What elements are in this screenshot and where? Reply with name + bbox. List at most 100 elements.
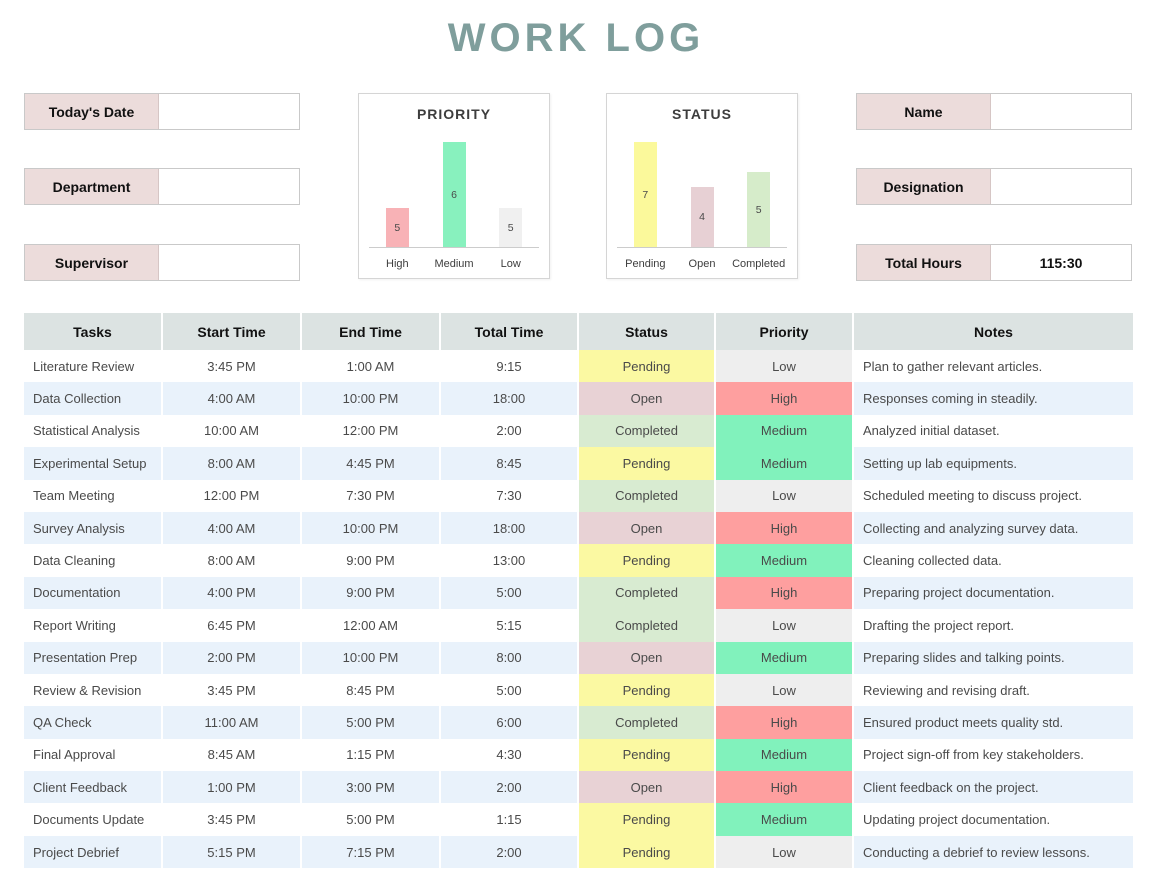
- cell-start-row-12[interactable]: 11:00 AM: [163, 706, 300, 739]
- cell-total-row-2[interactable]: 18:00: [441, 382, 577, 415]
- cell-notes-row-14[interactable]: Client feedback on the project.: [854, 771, 1133, 804]
- cell-start-row-7[interactable]: 8:00 AM: [163, 544, 300, 577]
- cell-status-row-8[interactable]: Completed: [579, 576, 714, 610]
- field-supervisor-value[interactable]: [159, 245, 299, 280]
- field-name-value[interactable]: [991, 94, 1131, 129]
- cell-start-row-3[interactable]: 10:00 AM: [163, 414, 300, 448]
- cell-task-row-3[interactable]: Statistical Analysis: [24, 414, 161, 448]
- cell-notes-row-13[interactable]: Project sign-off from key stakeholders.: [854, 738, 1133, 772]
- cell-priority-row-14[interactable]: High: [716, 771, 852, 804]
- cell-status-row-11[interactable]: Pending: [579, 673, 714, 707]
- cell-start-row-14[interactable]: 1:00 PM: [163, 771, 300, 804]
- cell-status-row-16[interactable]: Pending: [579, 835, 714, 869]
- cell-task-row-9[interactable]: Report Writing: [24, 609, 161, 642]
- cell-status-row-4[interactable]: Pending: [579, 447, 714, 480]
- cell-status-row-1[interactable]: Pending: [579, 350, 714, 383]
- cell-status-row-13[interactable]: Pending: [579, 738, 714, 772]
- cell-task-row-7[interactable]: Data Cleaning: [24, 544, 161, 577]
- cell-total-row-12[interactable]: 6:00: [441, 706, 577, 739]
- cell-notes-row-11[interactable]: Reviewing and revising draft.: [854, 673, 1133, 707]
- cell-end-row-15[interactable]: 5:00 PM: [302, 803, 439, 836]
- cell-total-row-13[interactable]: 4:30: [441, 738, 577, 772]
- cell-total-row-16[interactable]: 2:00: [441, 835, 577, 869]
- cell-end-row-6[interactable]: 10:00 PM: [302, 511, 439, 545]
- cell-priority-row-8[interactable]: High: [716, 576, 852, 610]
- cell-end-row-1[interactable]: 1:00 AM: [302, 350, 439, 383]
- cell-priority-row-1[interactable]: Low: [716, 350, 852, 383]
- cell-notes-row-15[interactable]: Updating project documentation.: [854, 803, 1133, 836]
- cell-end-row-10[interactable]: 10:00 PM: [302, 641, 439, 674]
- cell-start-row-13[interactable]: 8:45 AM: [163, 738, 300, 772]
- cell-notes-row-10[interactable]: Preparing slides and talking points.: [854, 641, 1133, 674]
- cell-task-row-2[interactable]: Data Collection: [24, 382, 161, 415]
- cell-task-row-8[interactable]: Documentation: [24, 576, 161, 610]
- cell-task-row-15[interactable]: Documents Update: [24, 803, 161, 836]
- cell-notes-row-2[interactable]: Responses coming in steadily.: [854, 382, 1133, 415]
- cell-notes-row-16[interactable]: Conducting a debrief to review lessons.: [854, 835, 1133, 869]
- cell-task-row-13[interactable]: Final Approval: [24, 738, 161, 772]
- cell-end-row-7[interactable]: 9:00 PM: [302, 544, 439, 577]
- cell-status-row-14[interactable]: Open: [579, 771, 714, 804]
- cell-priority-row-9[interactable]: Low: [716, 609, 852, 642]
- cell-start-row-1[interactable]: 3:45 PM: [163, 350, 300, 383]
- cell-end-row-9[interactable]: 12:00 AM: [302, 609, 439, 642]
- cell-end-row-2[interactable]: 10:00 PM: [302, 382, 439, 415]
- cell-notes-row-6[interactable]: Collecting and analyzing survey data.: [854, 511, 1133, 545]
- cell-status-row-9[interactable]: Completed: [579, 609, 714, 642]
- cell-status-row-6[interactable]: Open: [579, 511, 714, 545]
- cell-total-row-1[interactable]: 9:15: [441, 350, 577, 383]
- cell-priority-row-15[interactable]: Medium: [716, 803, 852, 836]
- cell-priority-row-7[interactable]: Medium: [716, 544, 852, 577]
- field-today-s-date-value[interactable]: [159, 94, 299, 129]
- cell-start-row-8[interactable]: 4:00 PM: [163, 576, 300, 610]
- cell-start-row-2[interactable]: 4:00 AM: [163, 382, 300, 415]
- cell-task-row-14[interactable]: Client Feedback: [24, 771, 161, 804]
- cell-priority-row-2[interactable]: High: [716, 382, 852, 415]
- cell-task-row-6[interactable]: Survey Analysis: [24, 511, 161, 545]
- cell-notes-row-3[interactable]: Analyzed initial dataset.: [854, 414, 1133, 448]
- cell-total-row-11[interactable]: 5:00: [441, 673, 577, 707]
- cell-end-row-3[interactable]: 12:00 PM: [302, 414, 439, 448]
- cell-total-row-9[interactable]: 5:15: [441, 609, 577, 642]
- cell-status-row-7[interactable]: Pending: [579, 544, 714, 577]
- cell-end-row-8[interactable]: 9:00 PM: [302, 576, 439, 610]
- cell-task-row-12[interactable]: QA Check: [24, 706, 161, 739]
- cell-status-row-10[interactable]: Open: [579, 641, 714, 674]
- cell-total-row-14[interactable]: 2:00: [441, 771, 577, 804]
- cell-start-row-9[interactable]: 6:45 PM: [163, 609, 300, 642]
- cell-start-row-16[interactable]: 5:15 PM: [163, 835, 300, 869]
- cell-start-row-4[interactable]: 8:00 AM: [163, 447, 300, 480]
- cell-priority-row-6[interactable]: High: [716, 511, 852, 545]
- cell-task-row-11[interactable]: Review & Revision: [24, 673, 161, 707]
- cell-priority-row-10[interactable]: Medium: [716, 641, 852, 674]
- cell-task-row-5[interactable]: Team Meeting: [24, 479, 161, 512]
- cell-start-row-15[interactable]: 3:45 PM: [163, 803, 300, 836]
- cell-notes-row-4[interactable]: Setting up lab equipments.: [854, 447, 1133, 480]
- cell-notes-row-1[interactable]: Plan to gather relevant articles.: [854, 350, 1133, 383]
- cell-status-row-5[interactable]: Completed: [579, 479, 714, 512]
- cell-end-row-5[interactable]: 7:30 PM: [302, 479, 439, 512]
- cell-task-row-10[interactable]: Presentation Prep: [24, 641, 161, 674]
- cell-priority-row-4[interactable]: Medium: [716, 447, 852, 480]
- cell-total-row-3[interactable]: 2:00: [441, 414, 577, 448]
- cell-end-row-12[interactable]: 5:00 PM: [302, 706, 439, 739]
- cell-priority-row-11[interactable]: Low: [716, 673, 852, 707]
- cell-end-row-14[interactable]: 3:00 PM: [302, 771, 439, 804]
- cell-notes-row-12[interactable]: Ensured product meets quality std.: [854, 706, 1133, 739]
- cell-status-row-3[interactable]: Completed: [579, 414, 714, 448]
- cell-total-row-15[interactable]: 1:15: [441, 803, 577, 836]
- cell-end-row-4[interactable]: 4:45 PM: [302, 447, 439, 480]
- cell-total-row-4[interactable]: 8:45: [441, 447, 577, 480]
- cell-start-row-10[interactable]: 2:00 PM: [163, 641, 300, 674]
- cell-start-row-6[interactable]: 4:00 AM: [163, 511, 300, 545]
- field-total-hours-value[interactable]: 115:30: [1039, 254, 1083, 271]
- cell-priority-row-16[interactable]: Low: [716, 835, 852, 869]
- cell-total-row-10[interactable]: 8:00: [441, 641, 577, 674]
- cell-notes-row-5[interactable]: Scheduled meeting to discuss project.: [854, 479, 1133, 512]
- cell-total-row-7[interactable]: 13:00: [441, 544, 577, 577]
- field-designation-value[interactable]: [991, 169, 1131, 204]
- cell-end-row-13[interactable]: 1:15 PM: [302, 738, 439, 772]
- cell-notes-row-8[interactable]: Preparing project documentation.: [854, 576, 1133, 610]
- cell-notes-row-7[interactable]: Cleaning collected data.: [854, 544, 1133, 577]
- cell-priority-row-5[interactable]: Low: [716, 479, 852, 512]
